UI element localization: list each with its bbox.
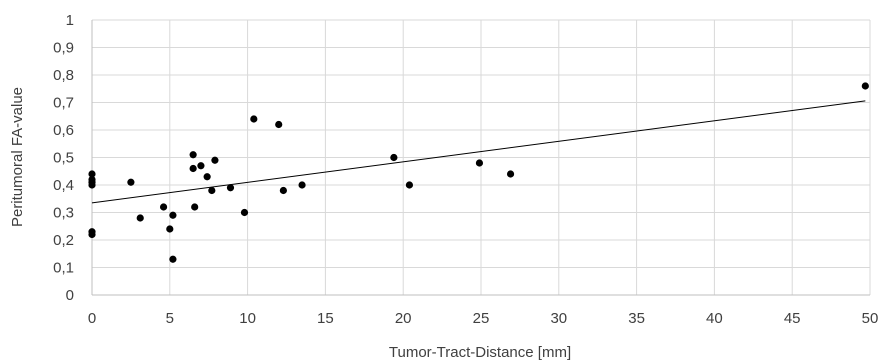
scatter-point (136, 214, 144, 222)
y-tick-label: 0,9 (53, 40, 74, 57)
scatter-point (159, 203, 168, 211)
x-tick-label: 10 (239, 310, 256, 327)
scatter-point (189, 164, 197, 173)
y-tick-label: 0,8 (53, 67, 74, 84)
y-tick-labels: 0 0,1 0,2 0,3 0,4 0,5 0,6 0,7 0,8 0,9 1 (53, 12, 74, 304)
x-tick-label: 20 (395, 310, 412, 327)
x-tick-label: 40 (706, 310, 723, 327)
scatter-point (88, 181, 96, 189)
scatter-point (166, 225, 174, 233)
x-tick-labels: 0 5 10 15 20 25 30 35 40 45 50 (88, 310, 879, 327)
x-tick-label: 5 (166, 310, 174, 327)
data-points (88, 82, 869, 263)
scatter-point (211, 156, 219, 164)
y-axis-title: Peritumoral FA-value (9, 87, 26, 227)
gridlines (92, 19, 871, 295)
x-tick-label: 15 (317, 310, 334, 327)
x-tick-label: 25 (473, 310, 490, 327)
y-tick-label: 1 (66, 12, 74, 29)
x-tick-label: 0 (88, 310, 96, 327)
scatter-point (861, 82, 869, 90)
scatter-point (197, 162, 205, 170)
scatter-point (88, 230, 96, 239)
scatter-point (475, 159, 484, 167)
scatter-point (279, 186, 287, 195)
scatter-point (390, 153, 398, 162)
x-axis-title: Tumor-Tract-Distance [mm] (389, 344, 571, 360)
scatter-point (405, 181, 414, 189)
scatter-point (275, 120, 283, 129)
scatter-point (191, 203, 199, 211)
y-tick-label: 0,3 (53, 205, 74, 222)
y-tick-label: 0,4 (53, 177, 74, 194)
axes (91, 20, 870, 296)
scatter-point (169, 211, 177, 219)
y-tick-label: 0,6 (53, 122, 74, 139)
x-tick-label: 45 (784, 310, 801, 327)
scatter-point (127, 178, 135, 186)
scatter-point (250, 115, 258, 123)
scatter-point (189, 151, 197, 159)
scatter-point (169, 255, 177, 263)
y-tick-label: 0,5 (53, 150, 74, 167)
scatter-point (208, 186, 216, 195)
scatter-point (88, 170, 96, 178)
y-tick-label: 0,2 (53, 232, 74, 249)
scatter-point (298, 181, 306, 189)
scatter-point (240, 208, 249, 217)
y-tick-label: 0,1 (53, 260, 74, 277)
scatter-point (226, 184, 235, 192)
x-tick-label: 35 (628, 310, 645, 327)
trendline-layer (91, 100, 866, 204)
x-tick-label: 50 (862, 310, 879, 327)
x-tick-label: 30 (550, 310, 567, 327)
scatter-point (506, 170, 515, 178)
y-tick-label: 0,7 (53, 95, 74, 112)
scatter-point (203, 173, 211, 181)
y-tick-label: 0 (66, 287, 74, 304)
linear-trendline (91, 100, 866, 204)
